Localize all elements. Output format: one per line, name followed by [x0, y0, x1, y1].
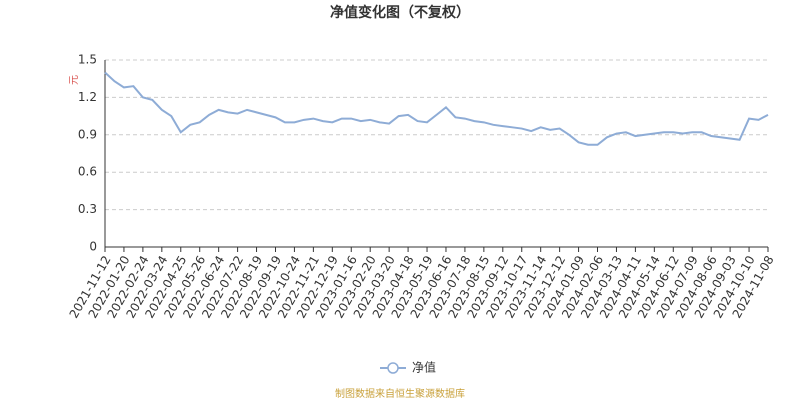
- y-tick-label: 0.3: [78, 202, 97, 216]
- legend-label: 净值: [412, 360, 436, 375]
- y-tick-label: 0.6: [78, 165, 97, 179]
- chart-title: 净值变化图（不复权）: [330, 4, 470, 21]
- legend-marker: [387, 362, 399, 374]
- line: [104, 71, 769, 146]
- y-tick-label: 0: [89, 240, 97, 254]
- source-note: 制图数据来自恒生聚源数据库: [335, 387, 465, 400]
- y-axis-label: 元: [69, 75, 80, 85]
- y-tick-label: 0.9: [78, 127, 97, 141]
- y-tick-label: 1.2: [78, 90, 97, 104]
- y-tick-label: 1.5: [78, 53, 97, 67]
